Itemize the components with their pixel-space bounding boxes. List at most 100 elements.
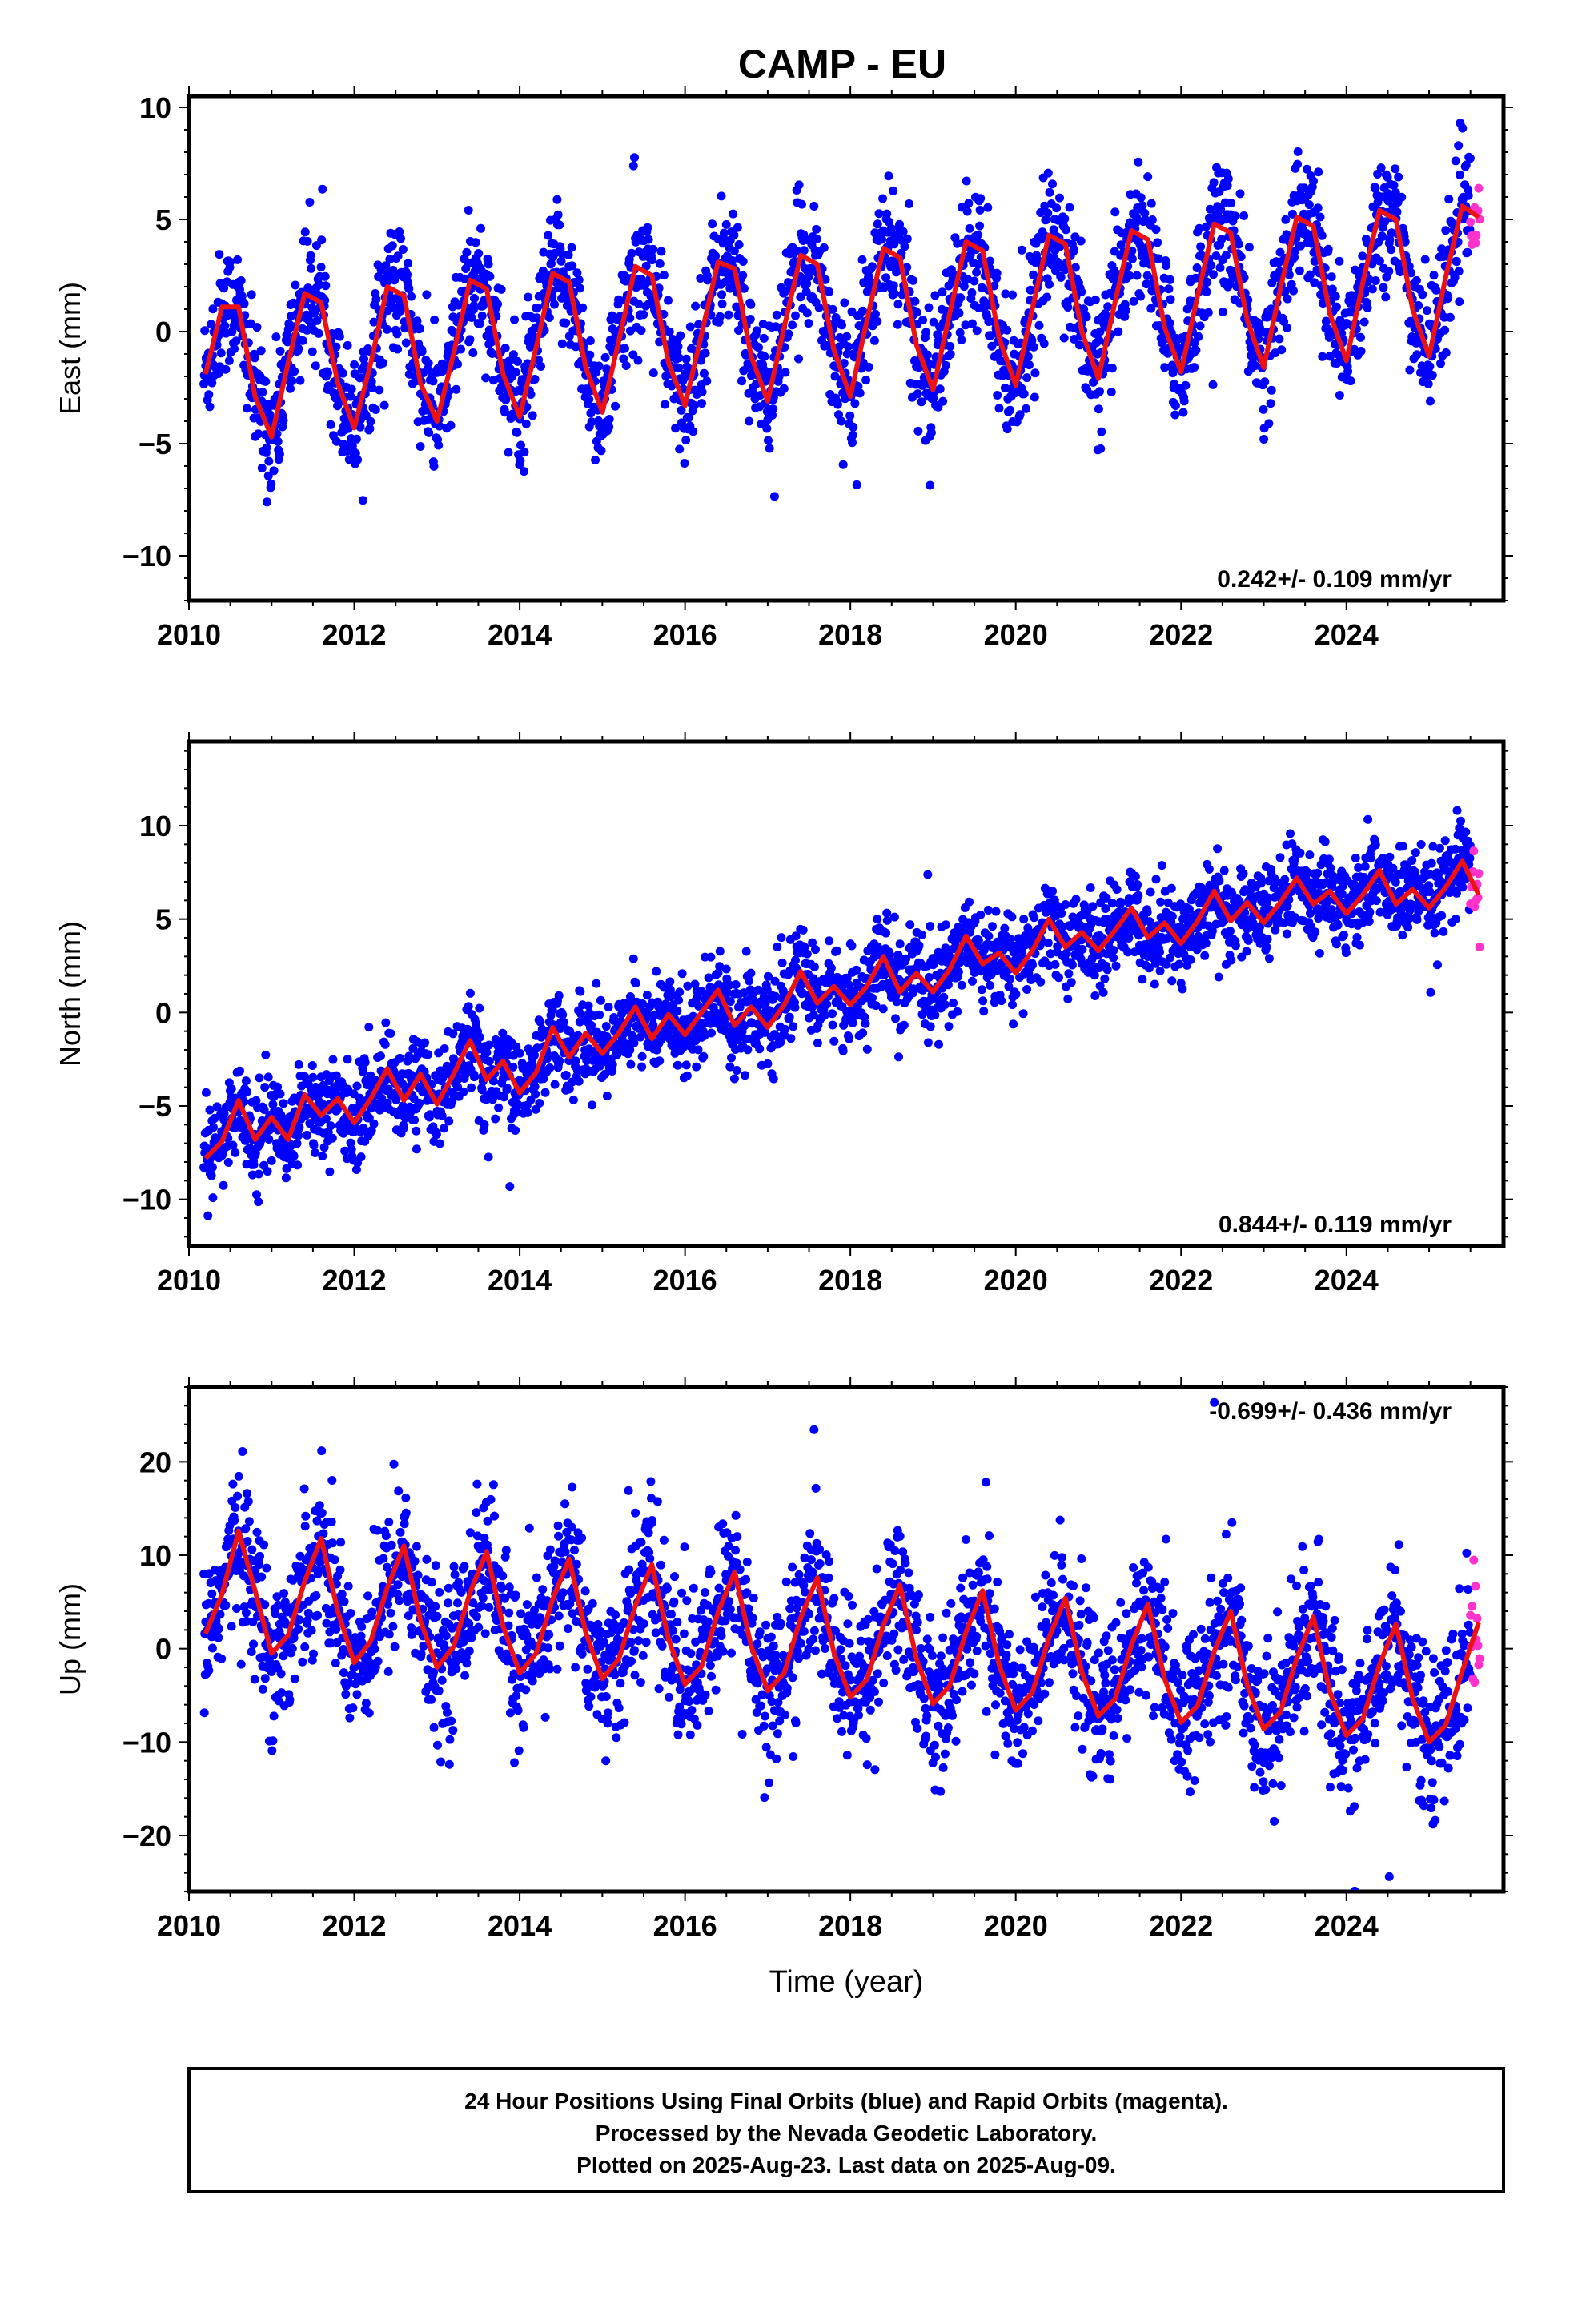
final-orbit-point [1097,427,1106,436]
final-orbit-point [404,259,413,268]
final-orbit-point [1048,179,1057,189]
final-orbit-point [1162,261,1170,271]
final-orbit-point [1102,965,1112,975]
final-orbit-point [1181,380,1191,390]
final-orbit-point [1009,1019,1018,1029]
final-orbit-point [852,965,861,975]
final-orbit-point [957,980,966,990]
final-orbit-point [791,311,800,320]
final-orbit-point [798,925,808,935]
final-orbit-point [962,176,971,186]
final-orbit-point [769,404,778,414]
final-orbit-point [843,342,853,352]
final-orbit-point [339,440,348,449]
final-orbit-point [403,270,412,279]
final-orbit-point [976,194,986,203]
final-orbit-point [1267,278,1277,287]
final-orbit-point [203,1211,213,1220]
final-orbit-point [415,324,424,333]
final-orbit-point [777,933,786,943]
final-orbit-point [261,1050,271,1059]
final-orbit-point [380,1039,390,1049]
final-orbit-point [535,1099,544,1108]
final-orbit-point [975,205,985,215]
final-orbit-point [853,382,863,391]
final-orbit-point [307,1061,317,1070]
final-orbit-point [1309,176,1318,186]
final-orbit-point [465,988,475,998]
final-orbit-point [264,1135,274,1144]
final-orbit-point [294,1059,303,1069]
final-orbit-point [235,1066,244,1076]
final-orbit-point [273,1082,283,1092]
final-orbit-point [1391,164,1400,174]
final-orbit-point [1022,373,1032,383]
final-orbit-point [953,1007,962,1016]
final-orbit-point [765,444,774,453]
final-orbit-point [809,1011,818,1020]
final-orbit-point [759,333,769,343]
final-orbit-point [1132,271,1142,280]
final-orbit-point [625,313,635,323]
final-orbit-point [347,1144,356,1154]
final-orbit-point [713,968,723,978]
final-orbit-point [400,1124,408,1132]
final-orbit-point [1444,195,1454,204]
final-orbit-point [661,999,671,1008]
final-orbit-point [794,180,804,190]
final-orbit-point [1069,244,1078,254]
final-orbit-point [267,1156,276,1165]
final-orbit-point [773,942,782,951]
final-orbit-point [430,315,440,324]
final-orbit-point [637,1062,647,1072]
final-orbit-point [675,987,685,997]
final-orbit-point [376,1051,385,1061]
final-orbit-point [699,368,709,378]
final-orbit-point [422,290,432,300]
final-orbit-point [840,298,849,308]
final-orbit-point [532,304,542,313]
final-orbit-point [568,261,577,271]
final-orbit-point [728,255,737,265]
final-orbit-point [1116,897,1126,907]
final-orbit-point [604,422,614,432]
final-orbit-point [1164,284,1174,294]
final-orbit-point [1166,295,1175,304]
final-orbit-point [1129,296,1138,306]
final-orbit-point [528,411,537,420]
final-orbit-point [914,941,924,951]
final-orbit-point [305,198,315,207]
final-orbit-point [585,350,595,360]
final-orbit-point [263,1167,272,1176]
final-orbit-point [1140,208,1150,218]
final-orbit-point [294,1131,303,1140]
final-orbit-point [861,376,871,385]
final-orbit-point [821,275,830,284]
final-orbit-point [809,963,819,971]
final-orbit-point [1384,267,1394,276]
final-orbit-point [275,449,284,459]
final-orbit-point [467,313,476,322]
final-orbit-point [946,341,955,351]
final-orbit-point [789,1022,798,1031]
final-orbit-point [727,1053,736,1063]
final-orbit-point [369,1119,379,1128]
velocity-rate-label: 0.242+/- 0.109 mm/yr [1217,566,1452,593]
final-orbit-point [1170,401,1180,410]
final-orbit-point [849,422,858,432]
final-orbit-point [638,999,648,1008]
final-orbit-point [800,943,809,952]
final-orbit-point [340,1146,350,1156]
final-orbit-point [628,161,638,171]
final-orbit-point [601,1022,611,1031]
final-orbit-point [814,303,824,312]
final-orbit-point [320,271,330,281]
final-orbit-point [1314,167,1323,177]
final-orbit-point [796,292,805,302]
final-orbit-point [510,315,519,324]
final-orbit-point [536,362,545,371]
final-orbit-point [236,276,246,285]
final-orbit-point [379,400,389,410]
final-orbit-point [1218,308,1227,316]
final-orbit-point [1030,368,1040,378]
